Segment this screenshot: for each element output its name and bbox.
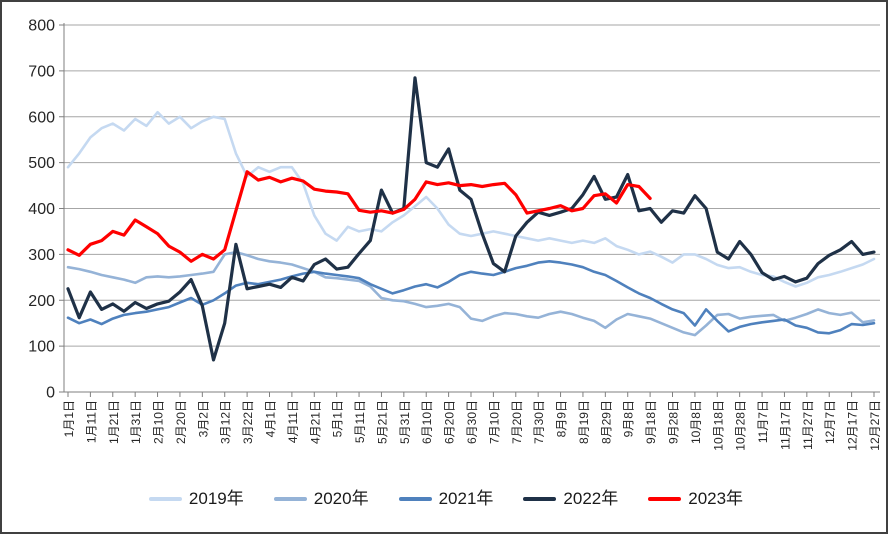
y-axis-tick-label: 500 (28, 155, 55, 172)
legend-label: 2021年 (438, 489, 494, 508)
line-chart: 0 100 200 300 400 500 600 700 800 1月1日 1月11日 1月21日 1… (28, 18, 882, 451)
legend-label: 2019年 (188, 489, 244, 508)
x-axis-tick-label: 9月18日 (644, 400, 658, 444)
x-axis-tick-label: 4月11日 (286, 400, 300, 443)
series-line-2023 (66, 170, 652, 263)
x-axis-tick-label: 6月30日 (465, 400, 479, 444)
legend-label: 2022年 (563, 489, 619, 508)
x-axis-tick-label: 1月21日 (107, 400, 121, 444)
x-axis-tick-label: 1月11日 (84, 400, 98, 443)
x-axis-tick-label: 8月29日 (599, 400, 613, 444)
x-axis-tick-label: 8月19日 (577, 400, 591, 444)
y-axis-tick-label: 0 (46, 385, 55, 402)
x-axis-tick-label: 11月27日 (801, 400, 815, 450)
y-axis-tick-label: 300 (28, 247, 55, 264)
legend-item-2023: 2023年 (648, 490, 743, 507)
series-line-2022 (66, 76, 876, 362)
legend-swatch-icon (273, 496, 307, 501)
legend-swatch-icon (398, 496, 432, 501)
x-axis-tick-label: 5月11日 (353, 400, 367, 443)
legend-item-2022: 2022年 (523, 490, 618, 507)
x-axis-tick-label: 11月7日 (756, 400, 770, 443)
legend-swatch-icon (148, 496, 182, 501)
y-axis-tick-label: 200 (28, 293, 55, 310)
x-axis-tick-label: 9月8日 (622, 400, 636, 437)
x-axis-tick-label: 7月20日 (510, 400, 524, 444)
x-axis-tick-label: 10月28日 (734, 400, 748, 451)
x-axis-tick-label: 3月12日 (219, 400, 233, 444)
x-axis-tick-label: 6月10日 (420, 400, 434, 444)
x-axis-tick-label: 10月8日 (689, 400, 703, 444)
x-axis-tick-label: 7月10日 (487, 400, 501, 444)
x-axis-tick-label: 12月7日 (823, 400, 837, 444)
x-axis-tick-label: 11月17日 (778, 400, 792, 450)
x-axis-tick-label: 1月31日 (129, 400, 143, 444)
y-axis-tick-label: 600 (28, 109, 55, 126)
x-axis-tick-label: 2月10日 (152, 400, 166, 444)
x-axis-tick-label: 4月1日 (264, 400, 278, 437)
x-axis-tick-label: 5月1日 (331, 400, 345, 437)
y-axis-tick-label: 800 (28, 18, 55, 35)
x-axis-tick-label: 4月21日 (308, 400, 322, 444)
x-axis-tick-label: 7月30日 (532, 400, 546, 444)
x-axis-tick-label: 2月20日 (174, 400, 188, 444)
legend-swatch-icon (648, 496, 682, 501)
x-axis-tick-label: 5月21日 (375, 400, 389, 444)
x-axis-tick-label: 6月20日 (443, 400, 457, 444)
x-axis-tick-label: 3月22日 (241, 400, 255, 444)
y-axis-tick-label: 400 (28, 201, 55, 218)
x-axis-tick-label: 5月31日 (398, 400, 412, 444)
legend-label: 2023年 (688, 489, 744, 508)
x-axis-tick-label: 8月9日 (555, 400, 569, 437)
y-axis-tick-label: 700 (28, 63, 55, 80)
chart-legend: 2019年 2020年 2021年 2022年 2023年 (2, 489, 886, 508)
x-axis-tick-label: 12月17日 (846, 400, 860, 451)
legend-label: 2020年 (313, 489, 369, 508)
x-axis-tick-label: 10月18日 (711, 400, 725, 451)
series-line-2019 (66, 110, 876, 288)
x-axis-tick-label: 3月2日 (196, 400, 210, 437)
x-axis-tick-label: 12月27日 (868, 400, 882, 451)
legend-item-2020: 2020年 (273, 489, 369, 508)
x-axis-tick-label: 1月1日 (62, 400, 76, 437)
y-axis-tick-label: 100 (28, 339, 55, 356)
legend-swatch-icon (523, 496, 557, 501)
legend-item-2021: 2021年 (398, 489, 494, 508)
legend-item-2019: 2019年 (148, 489, 244, 508)
x-axis-tick-label: 9月28日 (667, 400, 681, 444)
series-line-2020 (66, 250, 876, 337)
